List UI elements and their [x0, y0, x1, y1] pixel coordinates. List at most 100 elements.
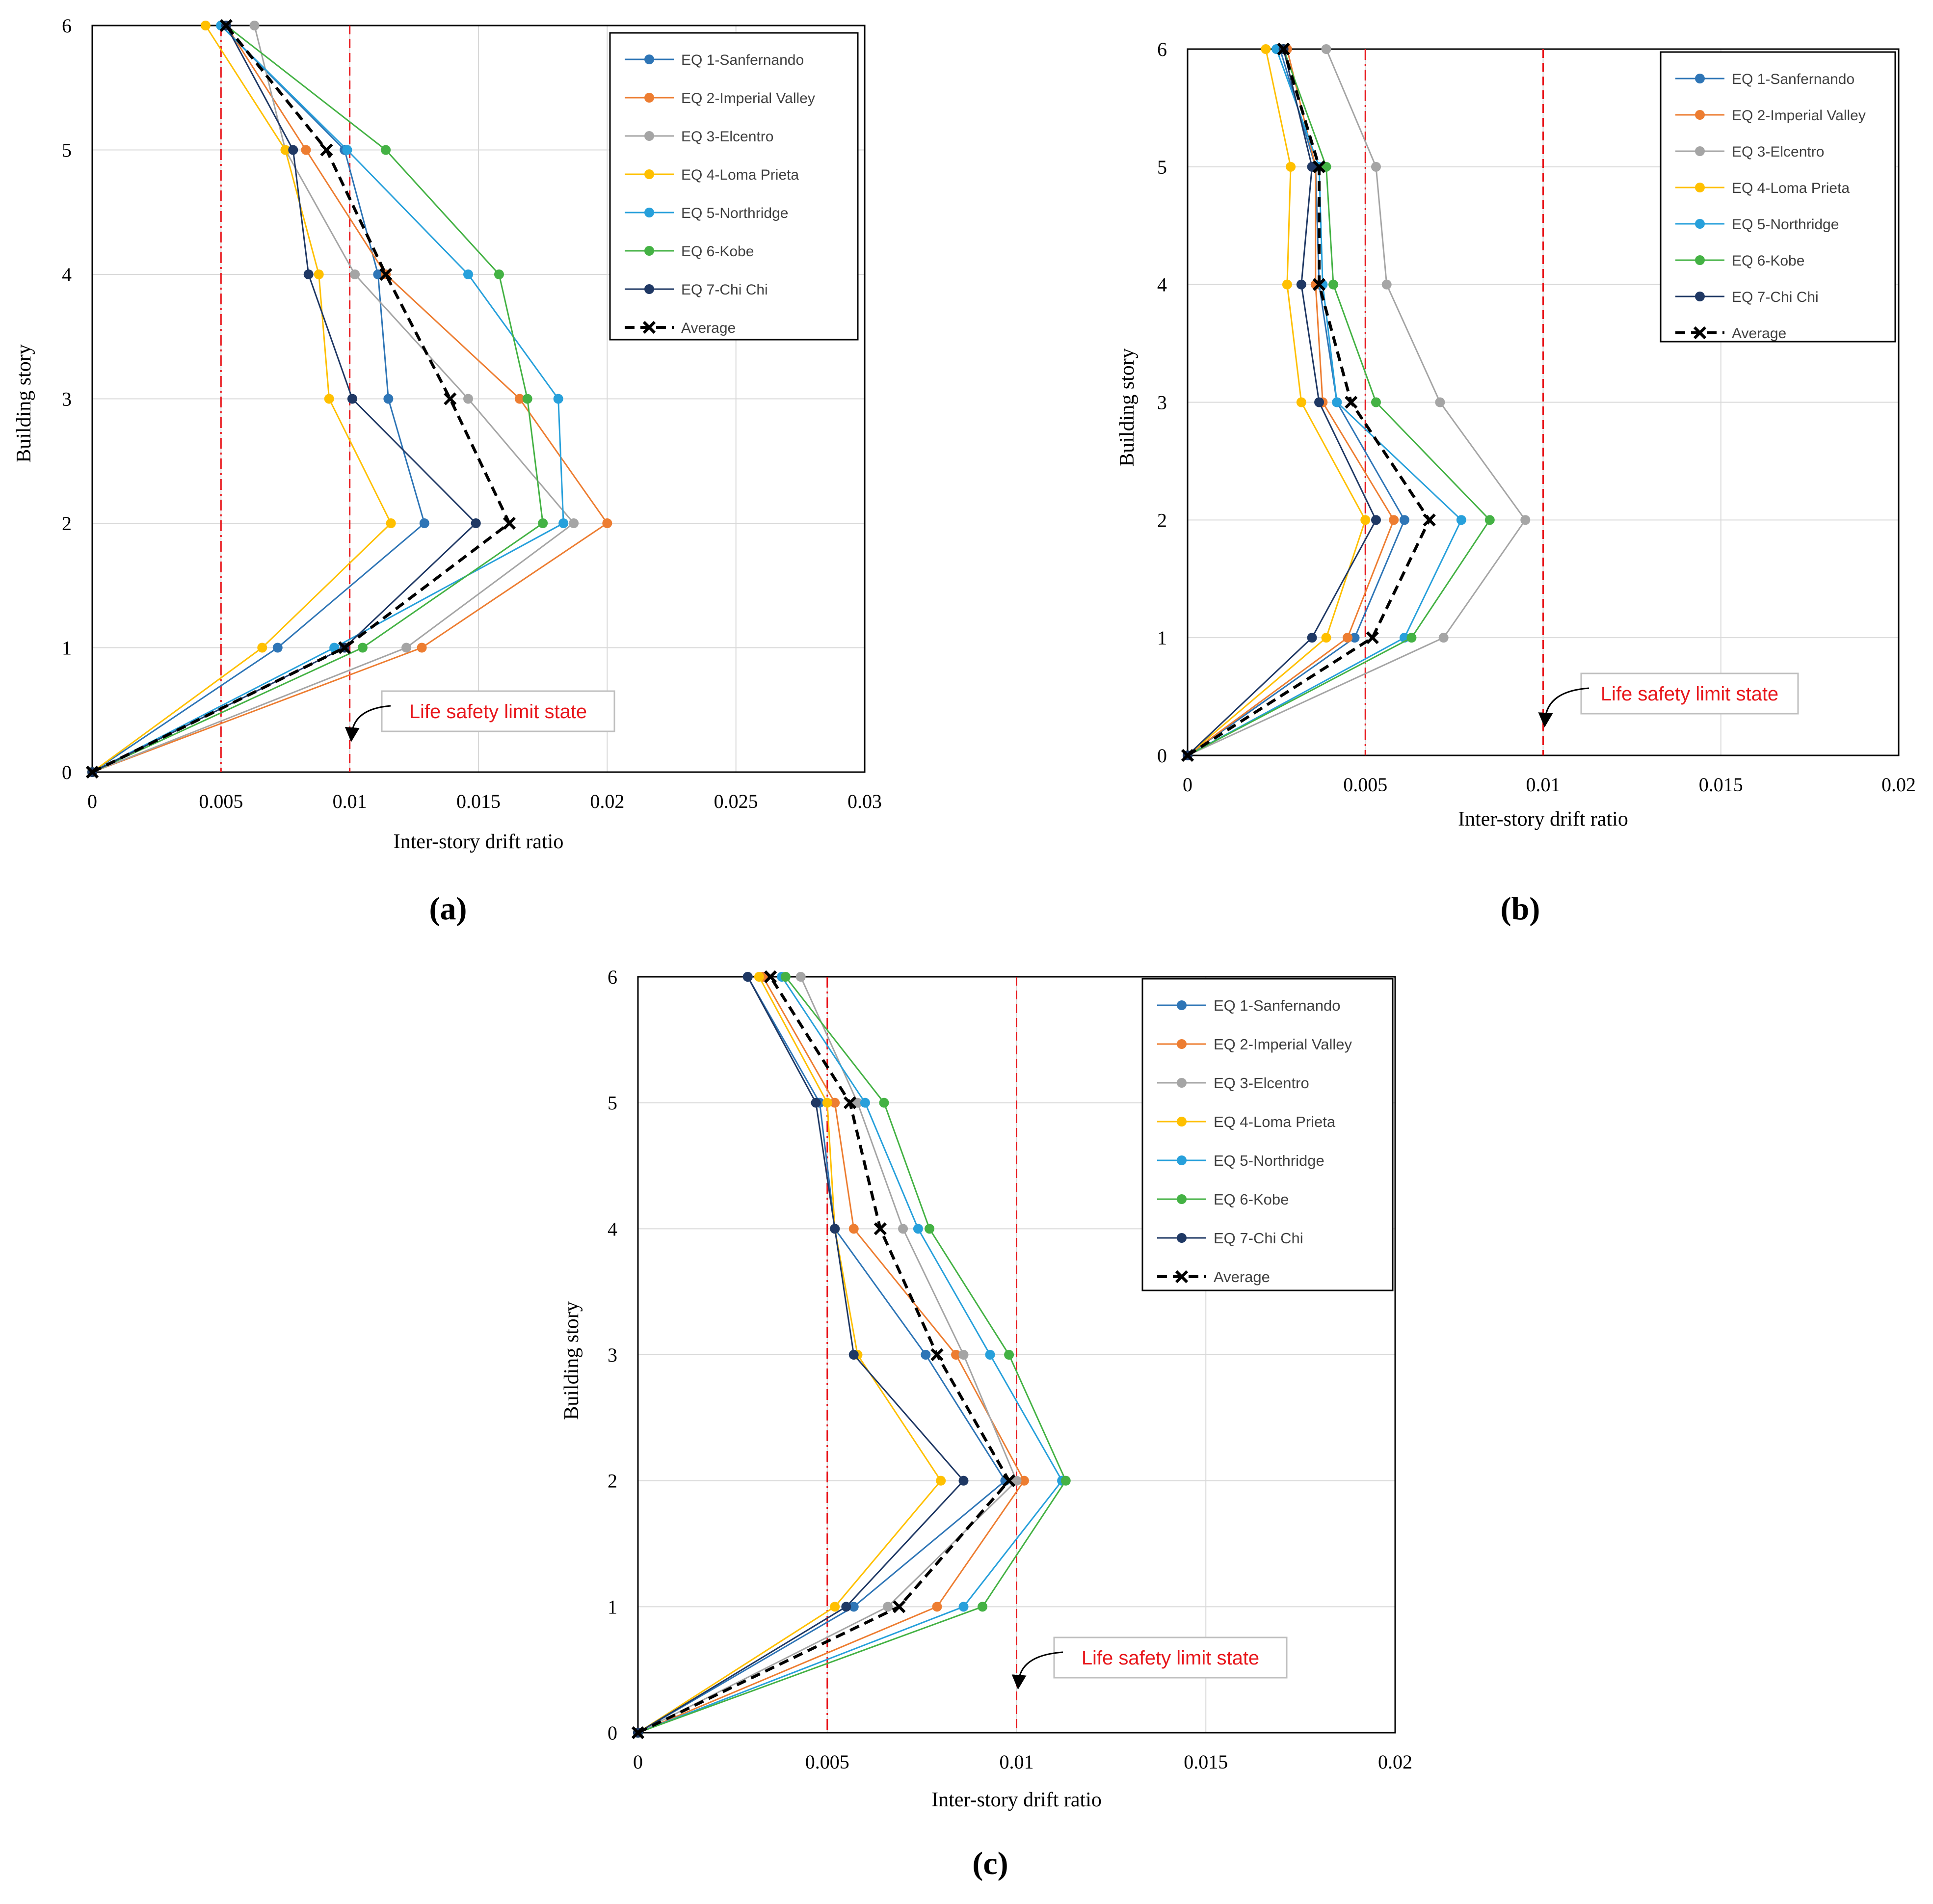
x-tick-label: 0.03 [847, 790, 882, 812]
data-point [1371, 397, 1381, 407]
y-axis-label: Building story [560, 1301, 583, 1420]
data-point [764, 970, 777, 984]
data-point [1307, 161, 1317, 172]
legend-marker [644, 169, 654, 179]
y-tick-label: 2 [608, 1470, 617, 1492]
data-point [1002, 1474, 1016, 1487]
data-point [417, 643, 427, 653]
data-point [1389, 515, 1399, 525]
legend-label: EQ 5-Northridge [1214, 1152, 1324, 1169]
data-point [381, 145, 391, 155]
data-point [1019, 1475, 1029, 1486]
y-tick-label: 6 [62, 15, 72, 37]
x-tick-label: 0 [87, 790, 97, 812]
legend-label: EQ 1-Sanfernando [681, 52, 804, 68]
data-point [830, 1224, 840, 1234]
data-point [1456, 515, 1466, 525]
x-tick-label: 0.025 [714, 790, 758, 812]
data-point [893, 1600, 906, 1613]
data-point [932, 1602, 942, 1612]
data-point [1360, 515, 1371, 525]
legend-label: EQ 2-Imperial Valley [681, 90, 815, 107]
annotation-arrow [1538, 687, 1589, 728]
data-point [1181, 749, 1194, 762]
data-point [985, 1350, 995, 1360]
data-point [444, 392, 457, 405]
legend-label: EQ 2-Imperial Valley [1214, 1036, 1352, 1053]
legend-marker [1695, 146, 1705, 156]
y-tick-label: 1 [62, 637, 72, 659]
data-point [898, 1224, 908, 1234]
data-point [822, 1098, 832, 1108]
x-tick-label: 0.02 [1378, 1751, 1412, 1773]
data-point [1371, 515, 1381, 525]
data-point [852, 1098, 863, 1108]
data-point [631, 1726, 645, 1740]
legend-label: EQ 1-Sanfernando [1732, 71, 1854, 87]
y-tick-label: 1 [1157, 627, 1167, 649]
data-point [257, 643, 267, 653]
data-point [1332, 397, 1342, 407]
legend-label: EQ 4-Loma Prieta [681, 167, 799, 183]
data-point [1271, 44, 1282, 54]
data-point [860, 1098, 870, 1108]
legend-label: EQ 5-Northridge [1732, 216, 1839, 233]
annotation-text: Life safety limit state [1082, 1647, 1259, 1669]
legend-label: Average [1732, 325, 1786, 342]
data-point [811, 1098, 821, 1108]
data-point [463, 269, 474, 279]
y-tick-label: 3 [1157, 392, 1167, 414]
legend-marker [1177, 1117, 1187, 1126]
legend-marker [1177, 1078, 1187, 1088]
legend-label: EQ 7-Chi Chi [1732, 289, 1819, 305]
x-tick-label: 0.015 [1184, 1751, 1228, 1773]
data-point [1277, 42, 1290, 56]
y-tick-label: 6 [608, 966, 617, 988]
data-point [1406, 633, 1417, 643]
chart-panel-3: 0 0.005 0.01 0.015 0.02 0 1 2 3 4 5 6 Inter-story dr… [560, 966, 1412, 1881]
chart-panel-2: 0 0.005 0.01 0.015 0.02 0 1 2 3 4 5 6 Inter-story dr… [1116, 38, 1916, 927]
data-point [383, 394, 394, 404]
legend-marker [644, 284, 654, 294]
data-point [1321, 44, 1331, 54]
data-point [522, 394, 532, 404]
data-point [848, 1224, 859, 1234]
data-point [471, 518, 481, 528]
legend-label: EQ 6-Kobe [1214, 1191, 1289, 1208]
data-point [1060, 1475, 1071, 1486]
legend-marker [1695, 74, 1705, 83]
legend-label: EQ 6-Kobe [1732, 253, 1804, 269]
y-tick-label: 3 [62, 388, 72, 410]
legend-label: Average [681, 320, 736, 336]
legend-marker [1693, 326, 1707, 340]
data-point [951, 1350, 961, 1360]
data-point [841, 1602, 851, 1612]
data-point [347, 394, 357, 404]
data-point [874, 1222, 887, 1235]
x-axis-label: Inter-story drift ratio [931, 1789, 1102, 1811]
data-point [303, 269, 314, 279]
annotation-text: Life safety limit state [409, 701, 587, 723]
data-point [350, 269, 360, 279]
data-point [1321, 633, 1331, 643]
data-point [324, 394, 334, 404]
y-tick-label: 1 [608, 1596, 617, 1618]
y-tick-label: 4 [608, 1218, 617, 1240]
x-tick-label: 0.01 [1526, 774, 1561, 796]
data-point [357, 643, 368, 653]
data-point [1438, 633, 1449, 643]
data-point [1345, 396, 1358, 409]
data-point [514, 394, 525, 404]
data-point [848, 1350, 859, 1360]
data-point [1314, 397, 1324, 407]
y-tick-label: 0 [1157, 745, 1167, 767]
y-tick-label: 2 [62, 512, 72, 535]
legend-marker [644, 208, 654, 217]
data-point [848, 1602, 859, 1612]
data-point [1399, 515, 1409, 525]
y-tick-label: 0 [608, 1722, 617, 1744]
data-point [200, 21, 211, 30]
legend-marker [1695, 183, 1705, 192]
legend-label: EQ 3-Elcentro [681, 129, 773, 145]
legend-marker [1177, 1233, 1187, 1243]
